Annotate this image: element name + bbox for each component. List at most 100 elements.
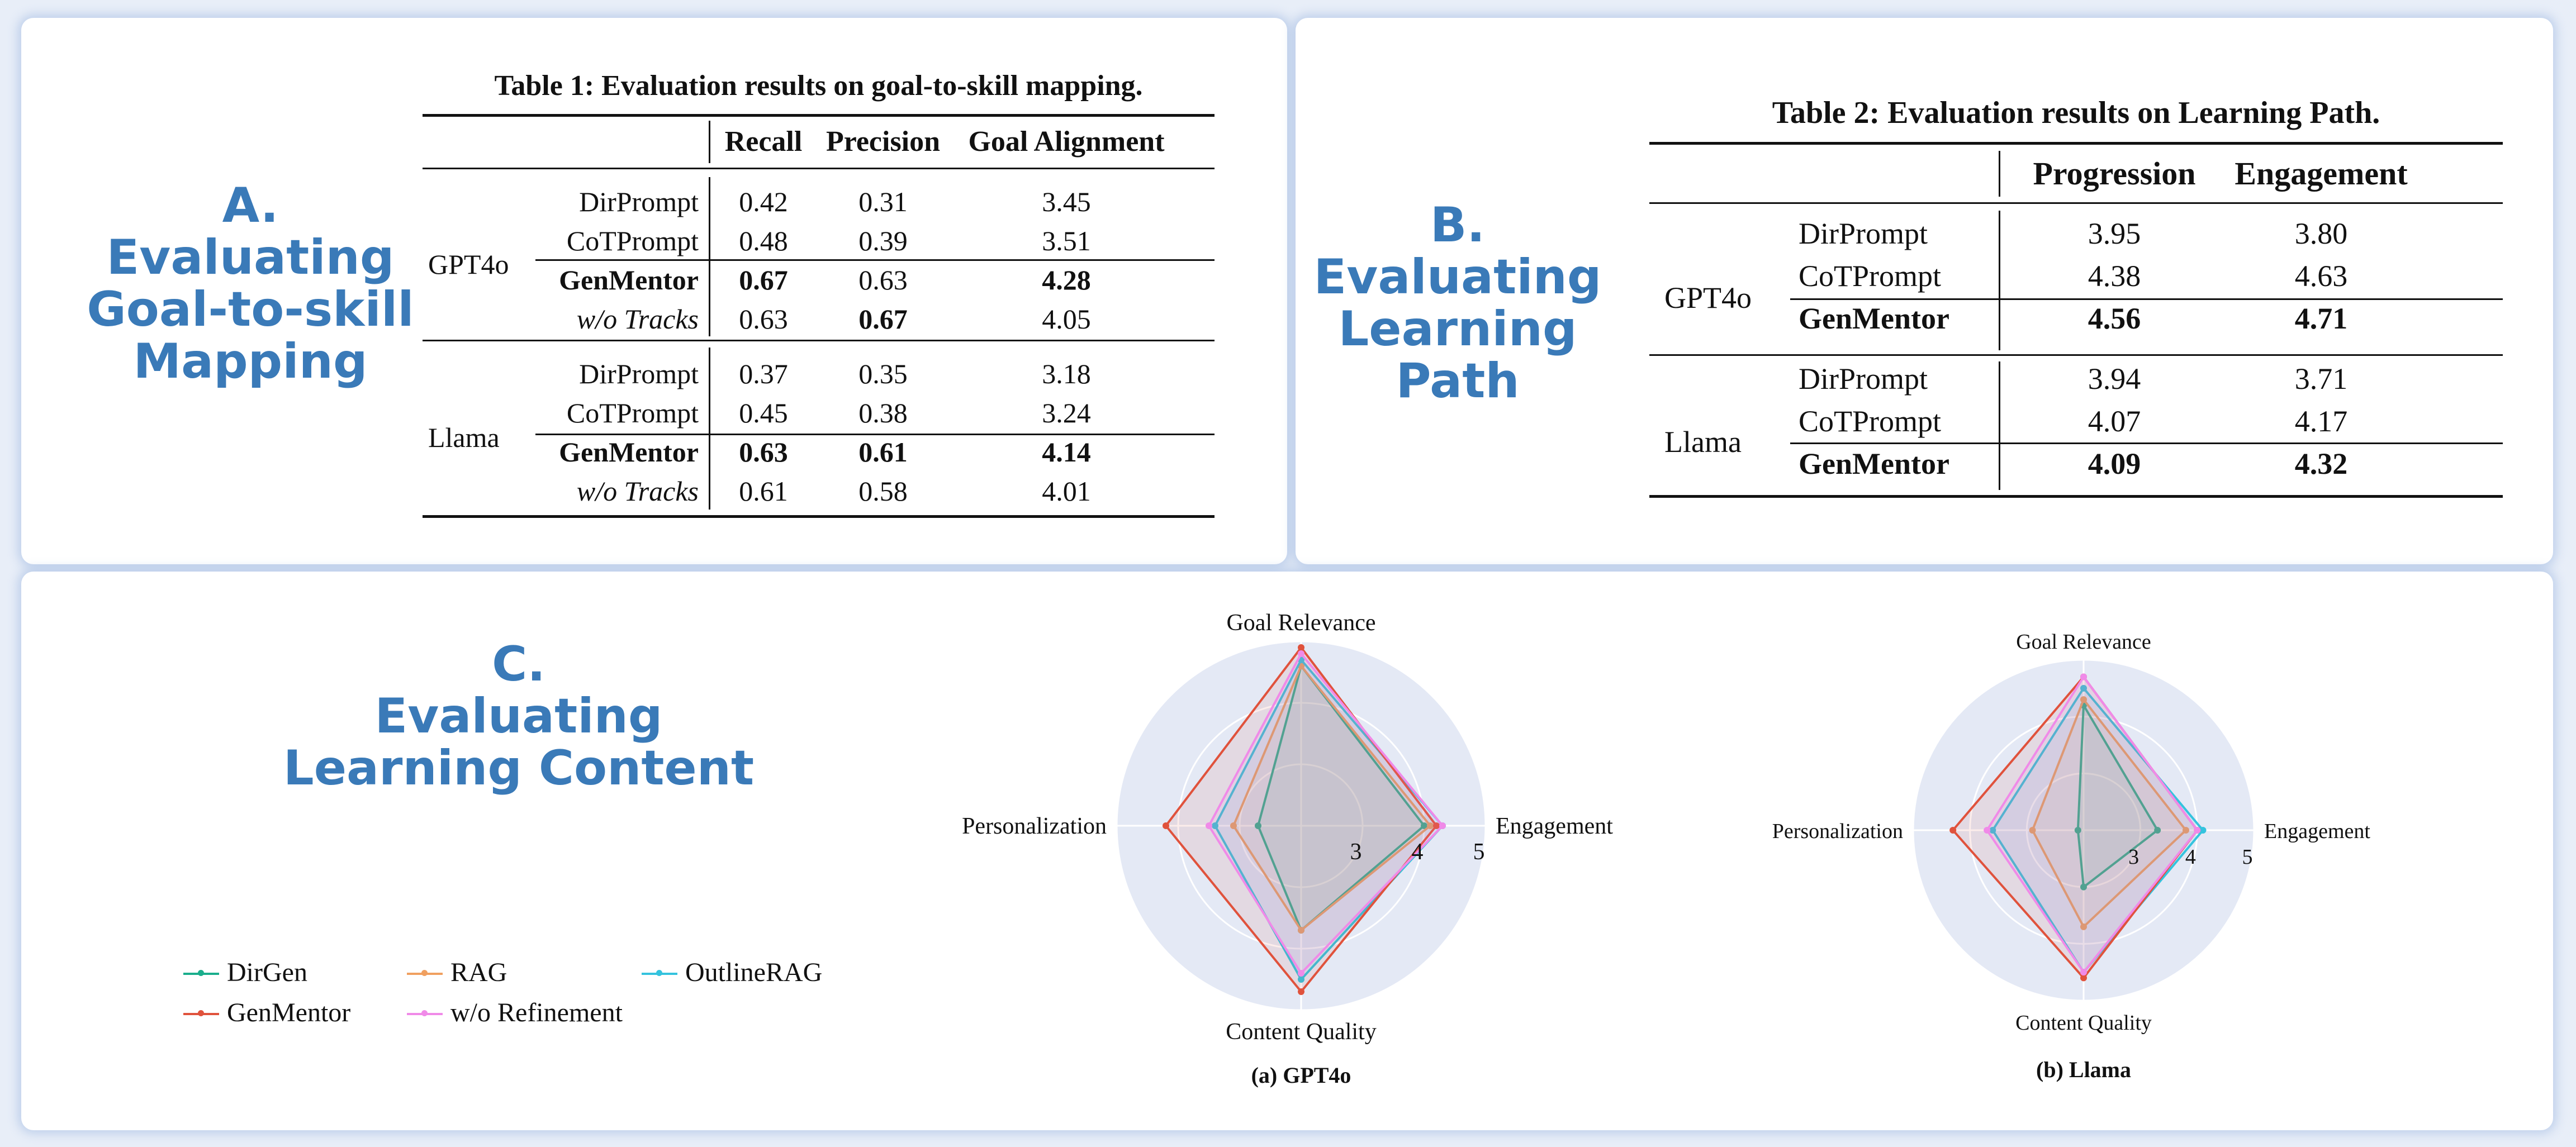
radar-point xyxy=(2080,974,2087,982)
section-heading-a: A. Evaluating Goal-to-skill Mapping xyxy=(55,180,446,388)
legend-label: RAG xyxy=(450,958,507,987)
table-rule xyxy=(423,340,1215,341)
radar-point xyxy=(1206,822,1212,829)
table-value: 0.63 xyxy=(739,436,788,468)
table-value: 3.94 xyxy=(2088,362,2141,396)
table-value: 0.45 xyxy=(739,397,788,429)
table-value: 0.61 xyxy=(858,436,908,468)
radar-point xyxy=(1255,822,1261,829)
table-value: 0.61 xyxy=(739,475,788,507)
table-value: 0.42 xyxy=(739,186,788,217)
radar-point xyxy=(2029,827,2036,834)
table-rule xyxy=(423,515,1215,518)
heading-line: Path xyxy=(1396,353,1520,409)
panel-goal-to-skill: A. Evaluating Goal-to-skill Mapping Table 1… xyxy=(21,18,1287,564)
table-column-divider xyxy=(1999,211,2000,350)
radar-point xyxy=(2080,923,2087,930)
model-label: Llama xyxy=(428,422,500,453)
table-rule xyxy=(1790,442,2503,444)
radar-point xyxy=(1989,827,1996,834)
method-label: CoTPrompt xyxy=(1799,259,1942,293)
heading-line: Evaluating xyxy=(374,688,663,744)
radar-point xyxy=(1298,650,1304,657)
radar-caption: (b) Llama xyxy=(2036,1057,2131,1082)
table-rule xyxy=(535,434,1215,435)
table-value: 4.28 xyxy=(1042,264,1091,296)
method-label: GenMentor xyxy=(559,436,699,468)
radar-tick-label: 5 xyxy=(1473,839,1485,865)
table-value: 4.17 xyxy=(2294,404,2348,438)
radar-point xyxy=(2183,827,2189,834)
table-value: 3.80 xyxy=(2294,217,2348,250)
radar-point xyxy=(1421,822,1427,829)
table-value: 4.09 xyxy=(2088,447,2141,480)
table-value: 3.51 xyxy=(1042,225,1091,256)
radar-point xyxy=(1212,822,1218,829)
radar-point xyxy=(2199,827,2207,834)
method-label: w/o Tracks xyxy=(576,303,699,335)
table-value: 0.67 xyxy=(858,303,908,335)
radar-point xyxy=(1163,822,1169,829)
table-value: 4.63 xyxy=(2294,259,2348,293)
radar-chart: Goal Relevance Engagement Content Quality P… xyxy=(1772,630,2371,1082)
heading-line: A. xyxy=(222,178,279,234)
table-rule xyxy=(535,259,1215,261)
table-value: 0.38 xyxy=(858,397,908,429)
model-label: Llama xyxy=(1664,425,1742,459)
radar-tick-label: 5 xyxy=(2242,845,2253,869)
legend-marker xyxy=(198,970,204,976)
heading-line: B. xyxy=(1430,197,1486,253)
method-label: DirPrompt xyxy=(579,186,699,217)
radar-point xyxy=(1439,822,1446,829)
heading-line: Goal-to-skill xyxy=(87,281,414,337)
method-label: GenMentor xyxy=(559,264,699,296)
chart-legend: DirGen RAG OutlineRAG GenMentor w/o Refineme… xyxy=(183,957,854,1041)
table-value: 0.48 xyxy=(739,225,788,256)
table-rule xyxy=(1790,298,2503,300)
table-value: 3.71 xyxy=(2294,362,2348,396)
radar-point xyxy=(2194,827,2201,834)
radar-axis-label: Personalization xyxy=(1772,820,1903,843)
method-label: GenMentor xyxy=(1799,447,1949,480)
legend-label: GenMentor xyxy=(227,998,351,1027)
radar-point xyxy=(1298,976,1304,983)
table-value: 0.31 xyxy=(858,186,908,217)
heading-line: Learning Content xyxy=(283,740,755,796)
table-value: 0.58 xyxy=(858,475,908,507)
radar-axis-label: Goal Relevance xyxy=(2016,630,2151,654)
method-label: GenMentor xyxy=(1799,302,1949,335)
radar-tick-label: 4 xyxy=(1412,839,1424,865)
table-column-divider xyxy=(1999,151,2000,197)
table-rule xyxy=(1649,495,2503,498)
radar-point xyxy=(2074,827,2081,834)
method-label: w/o Tracks xyxy=(576,475,699,507)
radar-axis-label: Content Quality xyxy=(1226,1019,1376,1045)
model-label: GPT4o xyxy=(1664,281,1752,315)
table-value: 3.95 xyxy=(2088,217,2141,250)
column-header: Recall xyxy=(724,126,803,158)
table-value: 4.01 xyxy=(1042,475,1091,507)
heading-line: Evaluating xyxy=(106,229,395,285)
radar-point xyxy=(2154,827,2161,834)
radar-point xyxy=(1230,822,1237,829)
table-caption: Table 1: Evaluation results on goal-to-s… xyxy=(494,70,1143,102)
table-value: 0.67 xyxy=(739,264,788,296)
radar-tick-label: 3 xyxy=(1350,839,1362,865)
radar-tick-label: 4 xyxy=(2185,845,2196,869)
table-value: 0.35 xyxy=(858,358,908,389)
table-goal-to-skill: Table 1: Evaluation results on goal-to-s… xyxy=(21,18,1287,564)
legend-marker xyxy=(421,1010,428,1016)
section-heading-b: B. Evaluating Learning Path xyxy=(1296,199,1620,407)
column-header: Goal Alignment xyxy=(968,126,1165,158)
table-column-divider xyxy=(709,177,710,336)
table-column-divider xyxy=(709,121,710,163)
table-value: 4.56 xyxy=(2088,302,2141,335)
table-value: 4.07 xyxy=(2088,404,2141,438)
table-rule xyxy=(423,168,1215,169)
table-value: 3.45 xyxy=(1042,186,1091,217)
radar-axis-label: Engagement xyxy=(1496,813,1613,839)
table-value: 0.63 xyxy=(858,264,908,296)
panel-learning-content: C. Evaluating Learning Content DirGen RAG Ou… xyxy=(21,572,2553,1130)
radar-point xyxy=(2080,696,2087,703)
table-rule xyxy=(1649,142,2503,145)
